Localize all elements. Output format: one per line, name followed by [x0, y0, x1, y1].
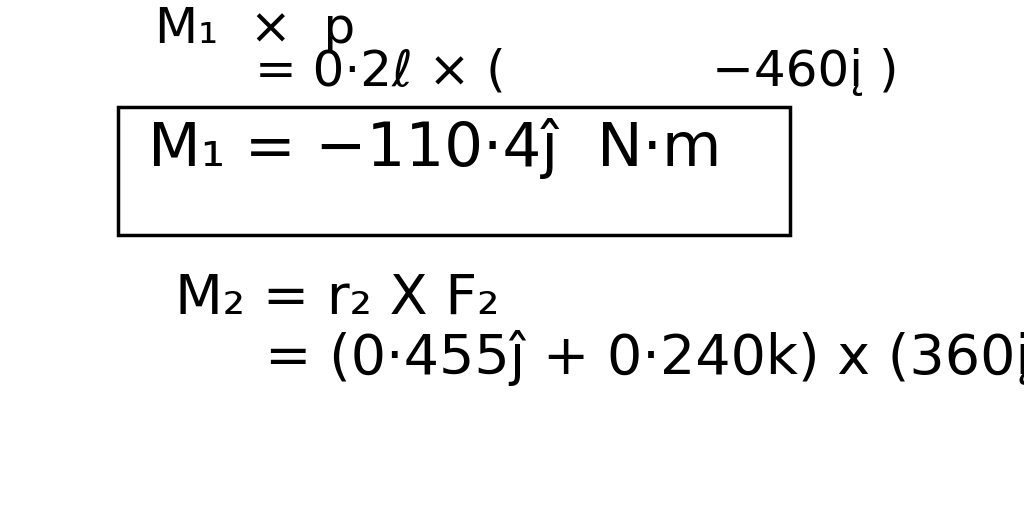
Text: M₁ = −110·4ĵ  N·m: M₁ = −110·4ĵ N·m — [148, 118, 722, 179]
Text: = (0·455ĵ + 0·240k) x (360į): = (0·455ĵ + 0·240k) x (360į) — [265, 330, 1024, 386]
Text: M₂ = r₂ X F₂: M₂ = r₂ X F₂ — [175, 272, 500, 326]
Text: M₁  ×  p: M₁ × p — [155, 5, 355, 53]
Bar — [118, 107, 790, 235]
Text: = 0·2ℓ × (             −460į ): = 0·2ℓ × ( −460į ) — [255, 48, 898, 96]
